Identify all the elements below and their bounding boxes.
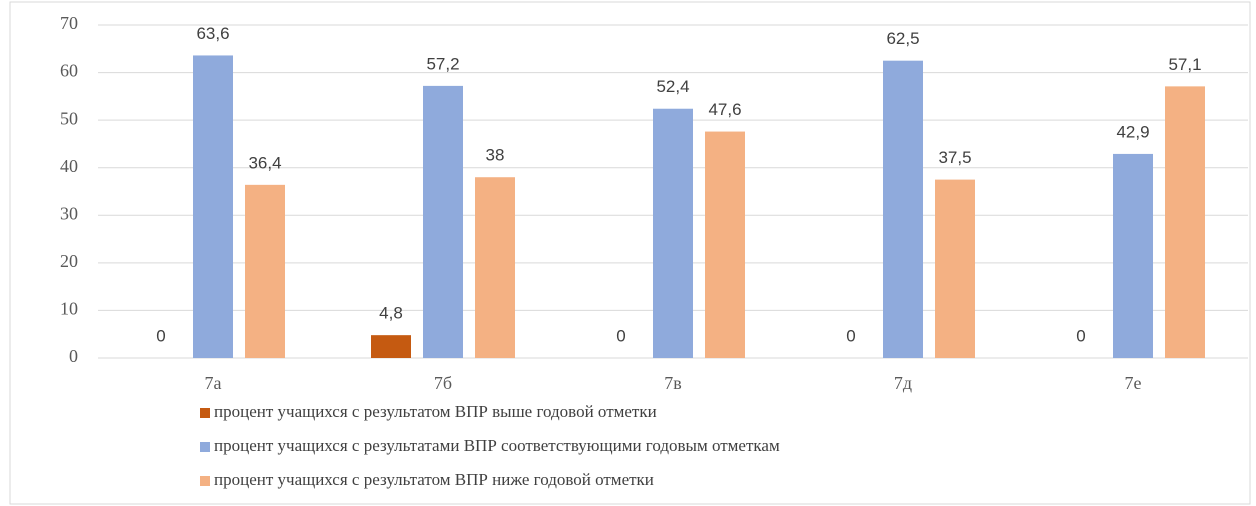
x-tick-label: 7в xyxy=(664,373,682,393)
value-label: 57,2 xyxy=(426,54,459,73)
legend-swatch xyxy=(200,442,210,452)
value-label: 37,5 xyxy=(938,148,971,167)
value-label: 62,5 xyxy=(886,29,919,48)
bar xyxy=(193,55,233,359)
x-tick-label: 7е xyxy=(1125,373,1142,393)
x-tick-label: 7б xyxy=(434,373,452,393)
y-tick-label: 20 xyxy=(60,251,78,271)
value-label: 36,4 xyxy=(248,153,281,172)
bar xyxy=(705,131,745,358)
bar xyxy=(1113,153,1153,358)
y-tick-label: 60 xyxy=(60,61,78,81)
bar xyxy=(423,85,463,359)
value-label: 52,4 xyxy=(656,77,689,96)
legend-swatch xyxy=(200,408,210,418)
y-tick-label: 40 xyxy=(60,156,78,176)
value-label: 0 xyxy=(156,326,165,345)
bar xyxy=(475,177,515,358)
value-label: 0 xyxy=(616,326,625,345)
bar xyxy=(1165,86,1205,359)
legend-swatch xyxy=(200,476,210,486)
chart-border xyxy=(9,1,1251,505)
y-tick-label: 50 xyxy=(60,108,78,128)
y-tick-label: 30 xyxy=(60,203,78,223)
value-label: 4,8 xyxy=(379,304,403,323)
bar xyxy=(883,60,923,359)
x-tick-label: 7д xyxy=(894,373,912,393)
value-label: 38 xyxy=(486,146,505,165)
bar xyxy=(245,184,285,358)
legend-label: процент учащихся с результатами ВПР соот… xyxy=(214,436,780,455)
y-tick-label: 0 xyxy=(69,346,78,366)
value-label: 42,9 xyxy=(1116,122,1149,141)
value-label: 0 xyxy=(1076,326,1085,345)
x-tick-label: 7а xyxy=(205,373,222,393)
bar xyxy=(371,335,411,358)
value-label: 47,6 xyxy=(708,100,741,119)
bar xyxy=(935,179,975,358)
value-label: 0 xyxy=(846,326,855,345)
value-label: 57,1 xyxy=(1168,55,1201,74)
value-label: 63,6 xyxy=(196,24,229,43)
bar xyxy=(653,108,693,359)
legend-label: процент учащихся с результатом ВПР ниже … xyxy=(214,470,654,489)
y-tick-label: 70 xyxy=(60,13,78,33)
legend-label: процент учащихся с результатом ВПР выше … xyxy=(214,402,657,421)
y-tick-label: 10 xyxy=(60,299,78,319)
